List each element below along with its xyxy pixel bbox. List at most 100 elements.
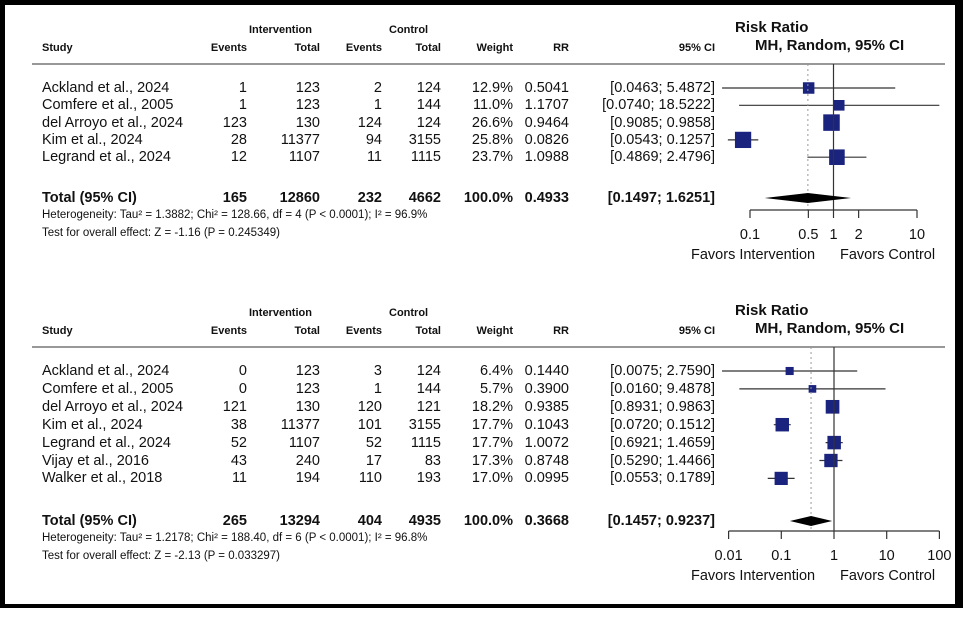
cell-int-events: 123 <box>222 114 247 131</box>
study-name: Kim et al., 2024 <box>42 416 143 433</box>
total-ctl-total: 4935 <box>408 513 441 529</box>
column-header-weight: Weight <box>476 325 513 337</box>
cell-ctl-total: 1115 <box>410 149 441 166</box>
x-tick-label: 10 <box>878 548 895 564</box>
column-header-95-ci: 95% CI <box>678 325 715 337</box>
total-rr: 0.4933 <box>524 190 569 206</box>
cell-ctl-total: 144 <box>416 380 441 397</box>
column-header-total: Total <box>294 325 320 337</box>
cell-rr: 0.0826 <box>524 131 569 148</box>
total-ctl-events: 404 <box>357 513 382 529</box>
total-ci: [0.1457; 0.9237] <box>607 513 715 529</box>
cell-ctl-events: 17 <box>365 452 382 469</box>
column-group-intervention: Intervention <box>249 24 312 36</box>
total-weight: 100.0% <box>463 513 513 529</box>
total-int-total: 12860 <box>279 190 320 206</box>
column-header-events: Events <box>345 42 382 54</box>
column-header-study: Study <box>42 325 73 337</box>
cell-weight: 23.7% <box>471 149 513 166</box>
cell-ctl-total: 124 <box>416 363 441 379</box>
summary-diamond <box>764 193 852 203</box>
total-label: Total (95% CI) <box>42 513 137 529</box>
cell-int-events: 121 <box>222 398 247 415</box>
total-int-total: 13294 <box>279 513 320 529</box>
study-name: Comfere et al., 2005 <box>42 380 174 397</box>
cell-int-total: 11377 <box>280 131 320 148</box>
heterogeneity-text: Heterogeneity: Tau² = 1.2178; Chi² = 188… <box>42 532 428 544</box>
cell-ctl-total: 1115 <box>410 434 441 451</box>
plot-subtitle: MH, Random, 95% CI <box>755 37 905 54</box>
cell-ci: [0.5290; 1.4466] <box>610 452 715 469</box>
cell-int-events: 0 <box>238 380 247 397</box>
cell-ctl-total: 144 <box>416 97 441 114</box>
cell-int-events: 52 <box>230 434 247 451</box>
x-tick-label: 1 <box>829 227 838 243</box>
x-tick-label: 0.5 <box>798 227 819 243</box>
cell-ci: [0.6921; 1.4659] <box>610 434 715 451</box>
cell-weight: 12.9% <box>471 80 513 96</box>
cell-ctl-events: 1 <box>373 380 382 397</box>
x-tick-label: 0.1 <box>739 227 761 243</box>
study-marker <box>808 385 817 393</box>
total-rr: 0.3668 <box>524 513 569 529</box>
cell-ctl-events: 124 <box>357 114 382 131</box>
cell-ctl-events: 120 <box>357 398 382 415</box>
study-marker <box>833 99 845 111</box>
cell-int-total: 11377 <box>280 416 320 433</box>
cell-weight: 26.6% <box>471 114 513 131</box>
cell-rr: 1.0988 <box>524 149 569 166</box>
study-name: Comfere et al., 2005 <box>42 97 174 114</box>
cell-int-total: 123 <box>295 80 320 96</box>
cell-int-events: 12 <box>230 149 247 166</box>
cell-ci: [0.0553; 0.1789] <box>610 470 715 487</box>
x-tick-label: 10 <box>908 227 926 243</box>
cell-rr: 0.9464 <box>524 114 569 131</box>
favors-intervention-label: Favors Intervention <box>691 247 816 263</box>
cell-rr: 0.5041 <box>524 80 569 96</box>
total-int-events: 165 <box>222 190 247 206</box>
cell-weight: 17.7% <box>471 434 513 451</box>
cell-int-events: 43 <box>230 452 247 469</box>
cell-ci: [0.9085; 0.9858] <box>610 114 715 131</box>
cell-int-total: 240 <box>295 452 320 469</box>
cell-int-total: 130 <box>295 114 320 131</box>
cell-int-events: 38 <box>230 416 247 433</box>
total-weight: 100.0% <box>463 190 513 206</box>
cell-ci: [0.0463; 5.4872] <box>610 80 715 96</box>
x-tick-label: 0.1 <box>771 548 792 564</box>
cell-weight: 18.2% <box>471 398 513 415</box>
summary-diamond <box>789 516 833 526</box>
column-header-events: Events <box>210 42 247 54</box>
cell-ctl-events: 52 <box>365 434 382 451</box>
cell-ctl-events: 1 <box>373 97 382 114</box>
total-label: Total (95% CI) <box>42 190 137 206</box>
cell-int-events: 28 <box>230 131 247 148</box>
column-group-control: Control <box>389 307 429 319</box>
overall-effect-text: Test for overall effect: Z = -2.13 (P = … <box>42 550 281 562</box>
figure-frame <box>0 0 963 608</box>
cell-rr: 0.8748 <box>524 452 569 469</box>
cell-weight: 6.4% <box>479 363 513 379</box>
cell-ctl-total: 121 <box>416 398 441 415</box>
total-ci: [0.1497; 1.6251] <box>607 190 715 206</box>
study-name: Walker et al., 2018 <box>42 470 163 487</box>
column-group-control: Control <box>389 24 429 36</box>
cell-weight: 5.7% <box>479 380 513 397</box>
cell-weight: 17.7% <box>471 416 513 433</box>
total-int-events: 265 <box>222 513 247 529</box>
column-header-weight: Weight <box>476 42 513 54</box>
cell-ctl-total: 3155 <box>408 131 441 148</box>
study-name: Kim et al., 2024 <box>42 131 143 148</box>
total-ctl-total: 4662 <box>408 190 441 206</box>
cell-weight: 17.0% <box>471 470 513 487</box>
x-tick-label: 0.01 <box>714 548 743 564</box>
cell-int-total: 123 <box>295 363 320 379</box>
column-header-rr: RR <box>553 325 569 337</box>
study-name: Legrand et al., 2024 <box>42 434 171 451</box>
x-tick-label: 1 <box>829 548 839 564</box>
column-header-total: Total <box>415 325 441 337</box>
plot-title: Risk Ratio <box>735 19 809 36</box>
cell-int-total: 123 <box>295 380 320 397</box>
cell-ctl-total: 3155 <box>408 416 441 433</box>
